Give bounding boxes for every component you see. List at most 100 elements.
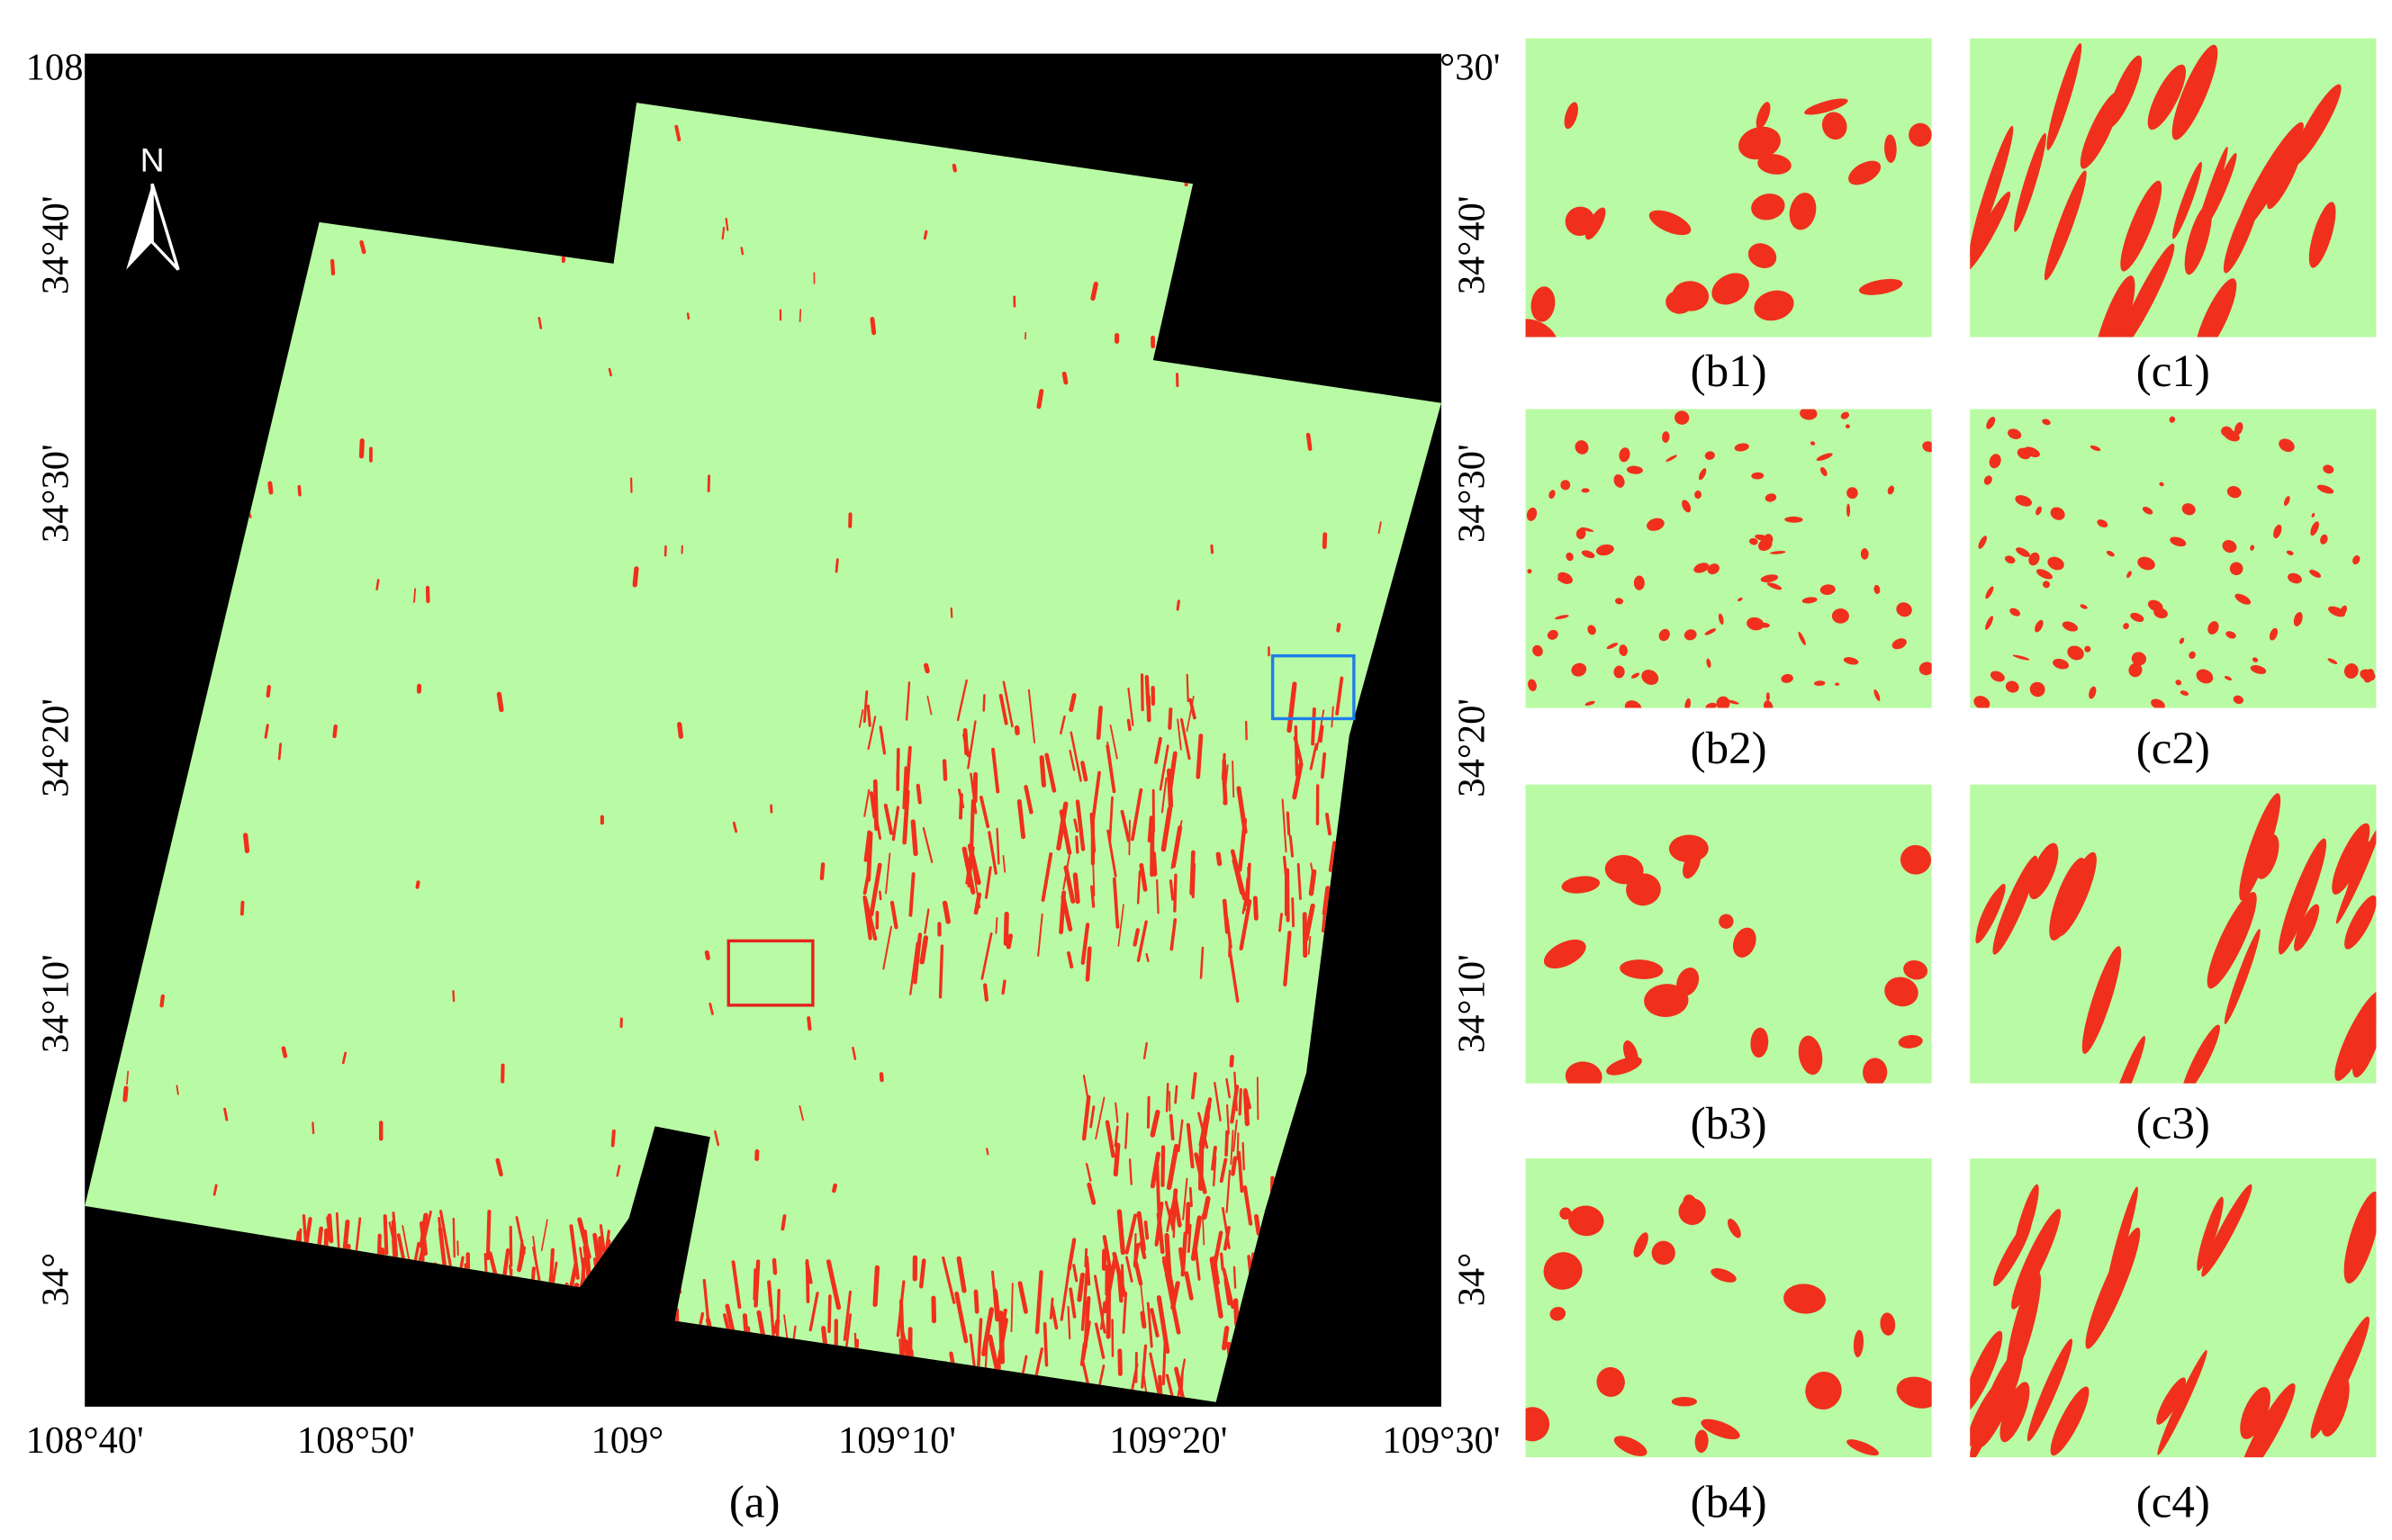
red-feature [845, 1313, 853, 1347]
panel-feature [1985, 616, 1994, 630]
red-feature [1215, 851, 1223, 867]
red-feature [1165, 1373, 1174, 1398]
red-feature [1172, 1358, 1187, 1402]
red-feature [1027, 689, 1036, 743]
red-feature [239, 900, 245, 916]
lat-label-right: 34° [1451, 1253, 1494, 1307]
panel-feature [1543, 939, 1586, 969]
red-feature [991, 747, 1000, 794]
red-feature [1219, 1157, 1228, 1184]
panel-feature [1990, 671, 2005, 682]
red-feature [1197, 1146, 1205, 1191]
panel-feature [1873, 689, 1881, 701]
red-feature [1002, 680, 1014, 728]
panel-feature [2278, 838, 2327, 955]
panel-feature [1668, 834, 1709, 863]
panel-feature [1738, 126, 1781, 160]
panel-feature [1840, 411, 1850, 419]
panel-feature [1887, 485, 1895, 495]
panel-feature [1619, 644, 1628, 656]
panel-feature [2011, 1209, 2062, 1310]
panel-feature [2151, 698, 2165, 708]
panel-feature [2195, 278, 2237, 338]
panel-feature [2172, 161, 2202, 239]
red-feature [872, 1265, 880, 1308]
panel-feature [1633, 1232, 1648, 1258]
red-feature [952, 163, 957, 173]
panel-feature [2130, 612, 2144, 623]
panel-feature [1873, 584, 1881, 595]
lon-label-bottom: 108°40' [26, 1419, 144, 1462]
red-feature [1145, 952, 1150, 963]
panel-feature [1843, 657, 1859, 665]
red-feature [843, 1290, 853, 1341]
red-feature [1252, 896, 1259, 921]
red-feature [266, 685, 271, 698]
panel-feature [1860, 548, 1869, 560]
panel-feature [1676, 968, 1700, 996]
panel-feature [1900, 844, 1932, 875]
red-feature [1143, 1220, 1150, 1240]
red-feature [1043, 1321, 1049, 1367]
red-feature [1292, 761, 1304, 800]
red-feature [923, 662, 930, 674]
red-feature [332, 724, 338, 739]
panel-feature [1848, 160, 1882, 185]
panel-feature [2090, 445, 2101, 452]
red-feature [1154, 1202, 1164, 1247]
red-feature [1336, 623, 1341, 633]
red-feature [1161, 1260, 1173, 1300]
red-feature [582, 1238, 588, 1291]
red-feature [905, 681, 911, 721]
panel-feature [1922, 441, 1932, 453]
panel-feature [1580, 527, 1594, 532]
red-feature [908, 872, 916, 917]
red-feature [1099, 1301, 1106, 1330]
panel-feature [1970, 191, 2011, 274]
red-feature [770, 1304, 775, 1339]
panel-feature [2006, 1271, 2042, 1381]
red-feature [883, 803, 894, 835]
panel-feature [1527, 569, 1532, 574]
red-feature [896, 753, 900, 778]
red-feature [223, 1107, 229, 1121]
red-feature [1169, 1113, 1175, 1141]
panel-feature [1575, 527, 1586, 540]
panel-feature [2309, 569, 2322, 578]
red-feature [1211, 1145, 1217, 1171]
red-feature [1224, 1130, 1229, 1157]
panel-feature [1596, 1366, 1625, 1397]
panel-feature [1565, 1061, 1602, 1084]
red-feature [905, 745, 912, 792]
lat-label-left: 34°30' [34, 444, 77, 543]
panel-feature [2050, 507, 2065, 520]
lat-label-right: 34°10' [1451, 954, 1494, 1053]
panel-feature [1619, 447, 1630, 463]
red-feature [988, 1334, 999, 1371]
red-feature [1149, 1352, 1164, 1402]
red-feature [1202, 1097, 1213, 1131]
panel-feature [1674, 410, 1690, 425]
panel-feature [1728, 1218, 1741, 1238]
red-feature [807, 1016, 812, 1031]
red-feature [509, 1225, 513, 1267]
red-feature [984, 866, 992, 899]
red-feature [902, 789, 910, 845]
red-feature [677, 722, 683, 739]
panel-feature [2224, 676, 2233, 681]
panel-feature [2008, 428, 2022, 439]
panel-features [1526, 409, 1932, 708]
panel-feature [1970, 1330, 2003, 1413]
red-feature [1225, 1103, 1230, 1135]
red-feature [942, 759, 948, 781]
panel-feature [1555, 615, 1569, 620]
panel-features [1975, 793, 2377, 1084]
panel-feature [1784, 516, 1803, 523]
red-feature [1164, 1232, 1172, 1281]
panel-feature [1757, 154, 1792, 175]
red-feature [889, 900, 898, 930]
panel-feature [1651, 1240, 1675, 1265]
red-feature [1096, 705, 1103, 740]
panel-feature [1970, 1387, 2002, 1458]
panel-feature [2120, 180, 2162, 272]
